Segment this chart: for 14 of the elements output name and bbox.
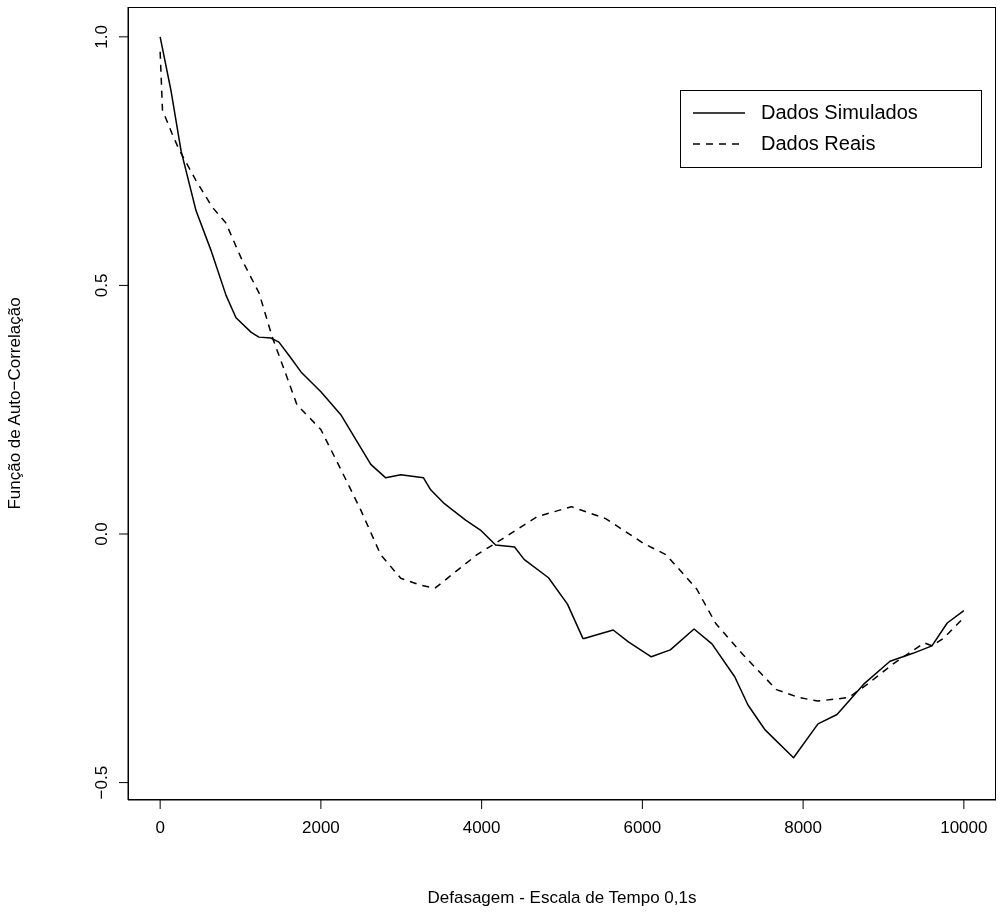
x-axis-title: Defasagem - Escala de Tempo 0,1s — [427, 888, 697, 907]
x-tick-label: 0 — [155, 818, 165, 838]
x-tick-label: 2000 — [301, 818, 340, 838]
x-tick-label: 6000 — [623, 818, 662, 838]
x-tick-label: 8000 — [784, 818, 823, 838]
y-axis-title: Função de Auto−Correlação — [5, 297, 25, 510]
y-tick-label: 1.0 — [92, 25, 111, 49]
legend-label: Dados Reais — [761, 132, 876, 155]
legend-label: Dados Simulados — [761, 101, 918, 124]
y-tick-label: 0.0 — [92, 522, 111, 546]
x-tick-label: 4000 — [462, 818, 501, 838]
x-tick-label: 10000 — [940, 818, 988, 838]
y-tick-label: 0.5 — [92, 273, 111, 298]
y-tick-label: −0.5 — [92, 765, 111, 800]
